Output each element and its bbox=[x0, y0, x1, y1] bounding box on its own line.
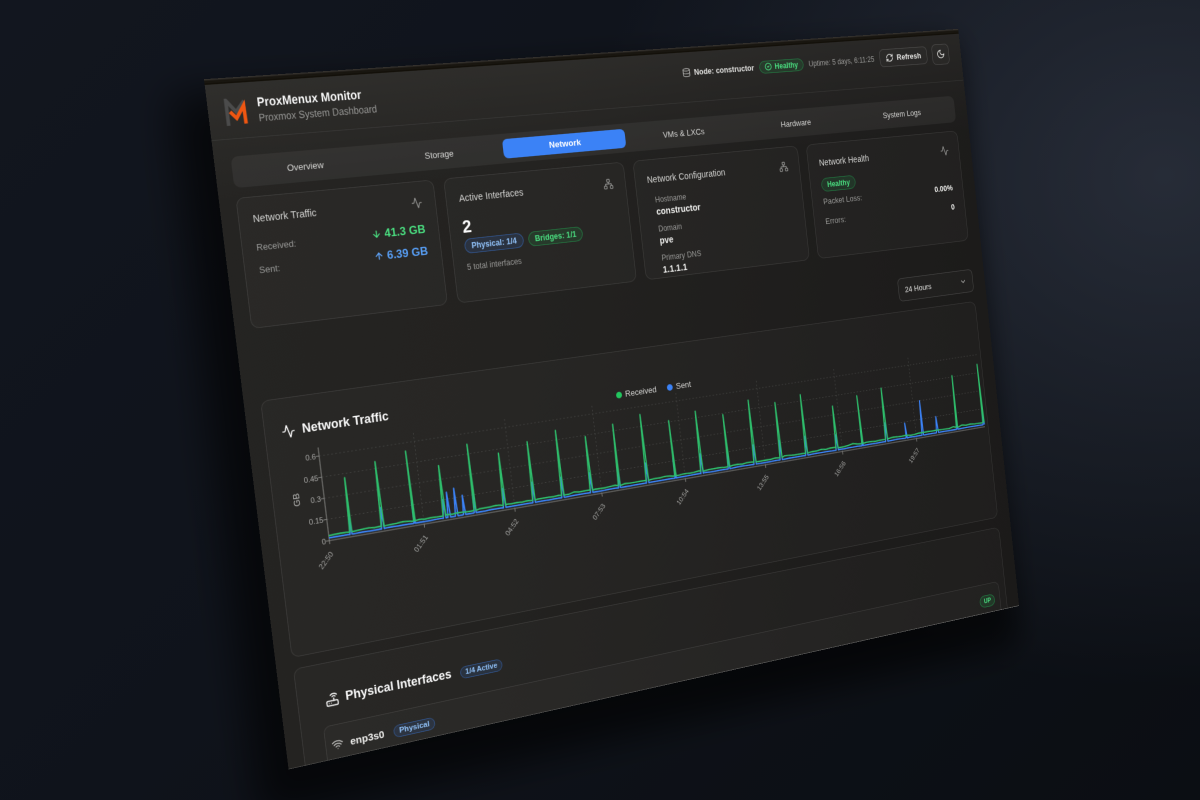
svg-text:GB: GB bbox=[291, 492, 303, 507]
svg-text:0.3: 0.3 bbox=[310, 495, 322, 505]
svg-text:01:51: 01:51 bbox=[413, 533, 430, 554]
svg-text:07:53: 07:53 bbox=[591, 502, 607, 522]
svg-text:13:55: 13:55 bbox=[756, 473, 771, 492]
svg-text:10:54: 10:54 bbox=[675, 487, 690, 506]
svg-text:0.45: 0.45 bbox=[303, 474, 319, 485]
svg-text:0.6: 0.6 bbox=[305, 453, 317, 463]
svg-text:0.15: 0.15 bbox=[309, 516, 325, 527]
svg-text:0: 0 bbox=[321, 537, 327, 546]
svg-text:22:50: 22:50 bbox=[317, 550, 335, 571]
svg-text:19:57: 19:57 bbox=[908, 446, 922, 464]
svg-text:16:56: 16:56 bbox=[833, 459, 847, 478]
svg-text:04:52: 04:52 bbox=[504, 517, 521, 537]
